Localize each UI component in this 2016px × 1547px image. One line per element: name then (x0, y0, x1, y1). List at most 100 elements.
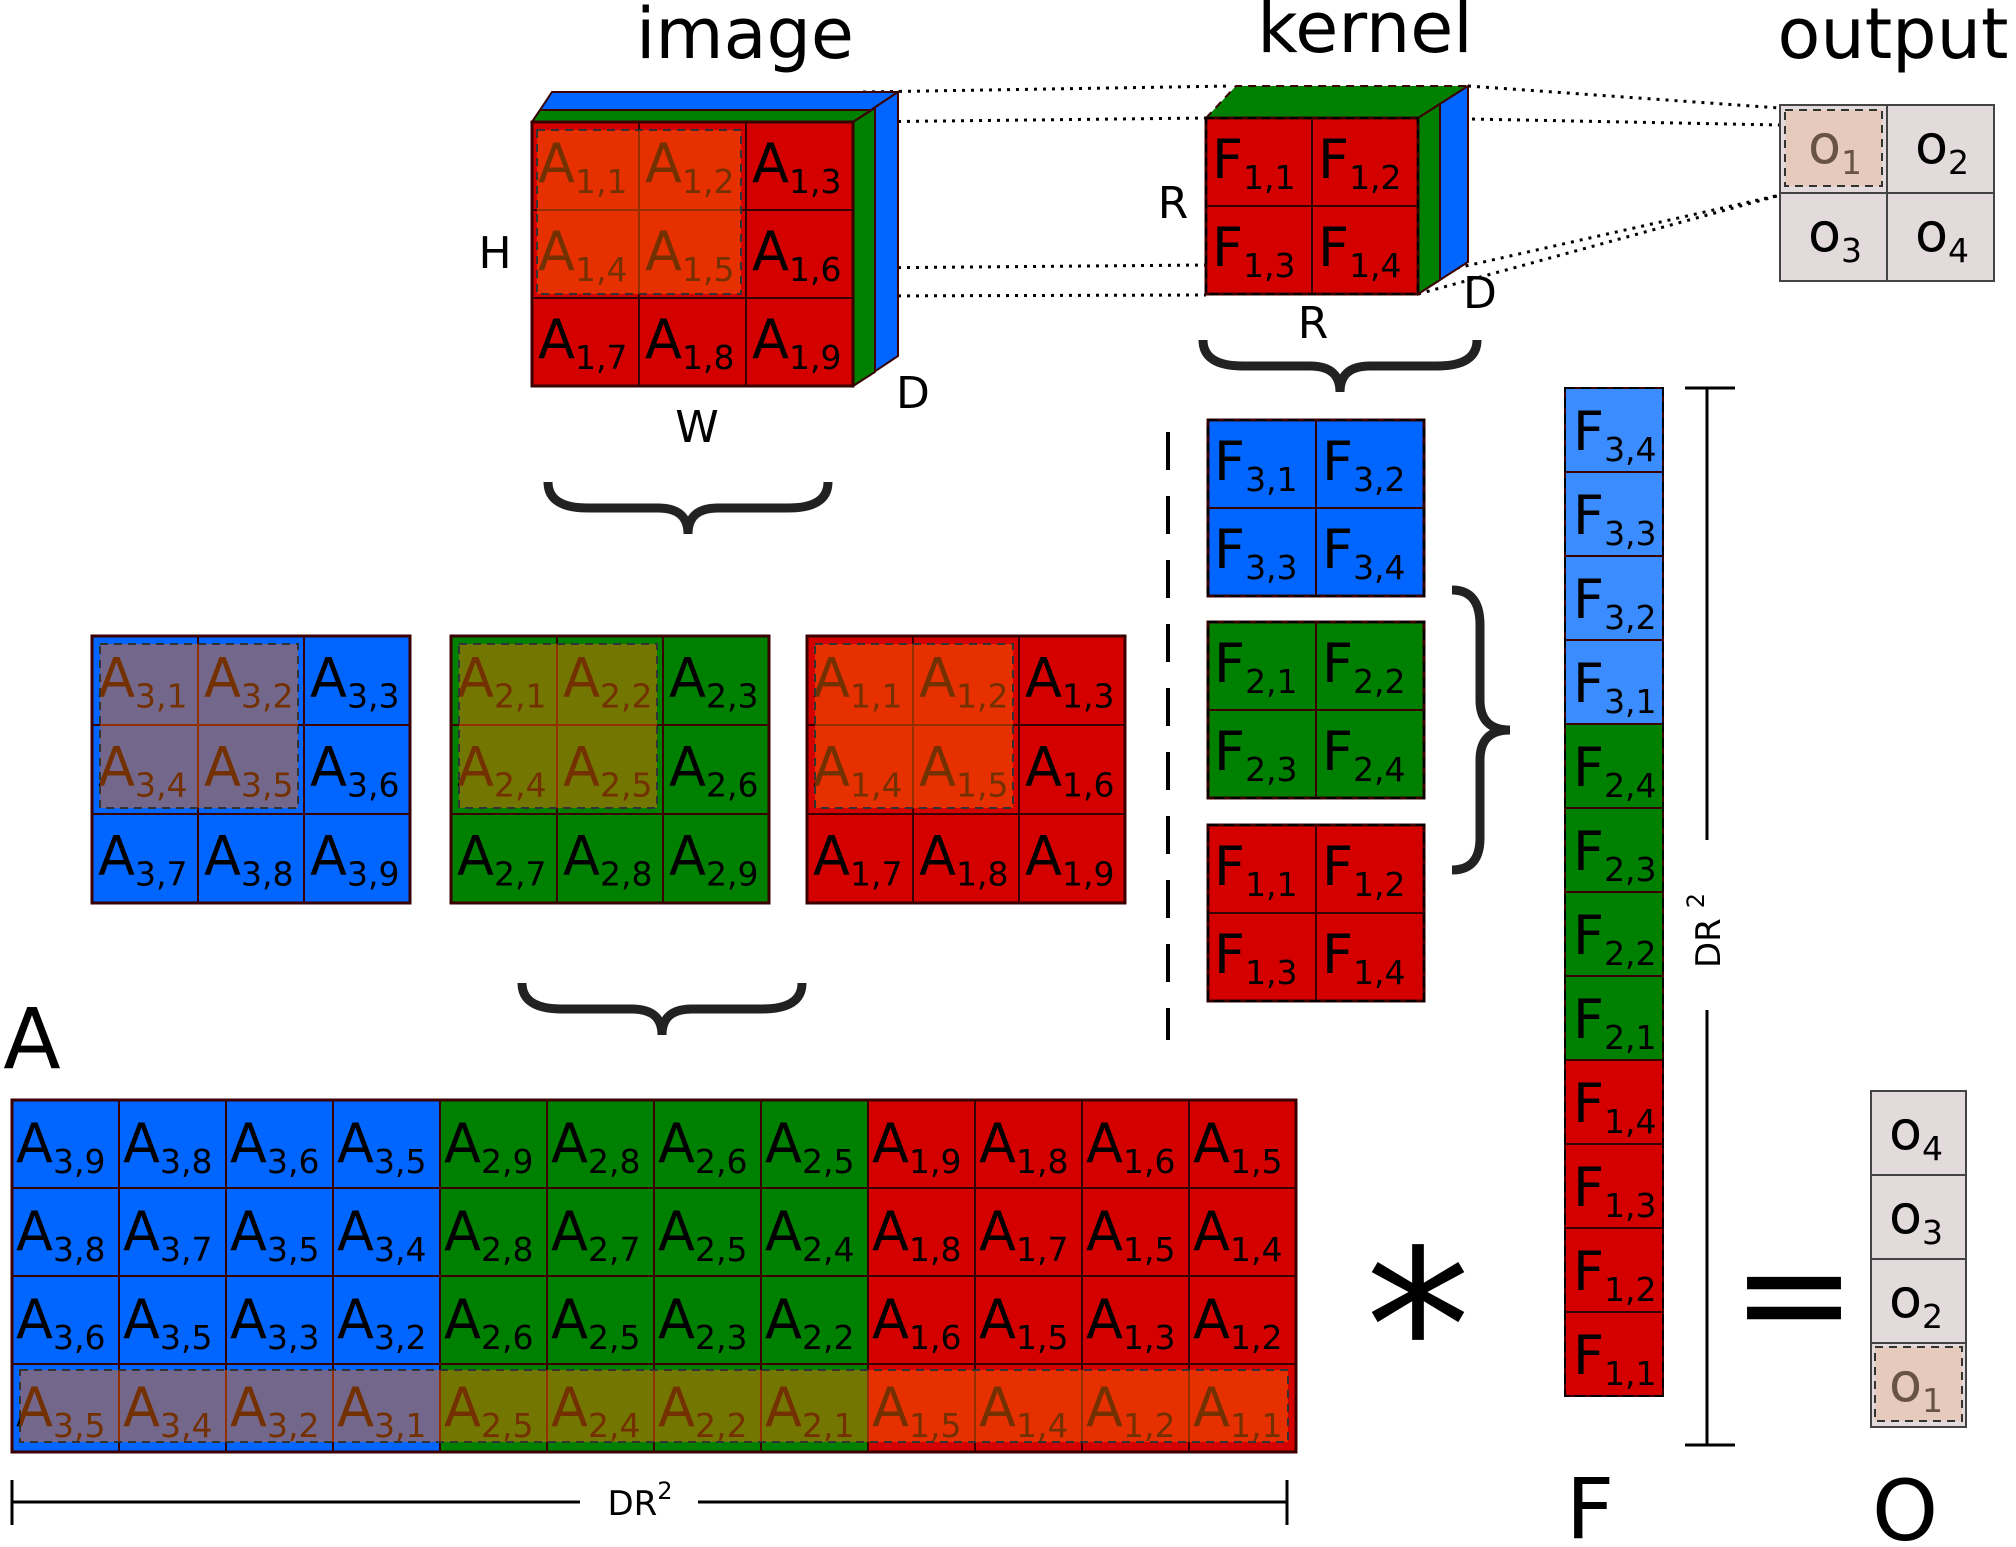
matrix-a-frame (10, 1098, 1298, 1454)
matrix-a-cell (225, 1363, 334, 1453)
matrix-a-cell (546, 1363, 655, 1453)
kernel-channel-red-cell (1315, 824, 1425, 914)
vector-f-cell-label: F3,4 (1573, 400, 1657, 469)
kernel-channel-red-cell-label: F1,2 (1322, 835, 1406, 904)
image-channel-green-cell-label: A2,5 (563, 736, 652, 805)
image-label: image (636, 0, 854, 75)
matrix-a-cell-label: A3,5 (16, 1376, 105, 1445)
output-cell (1886, 192, 1995, 282)
vector-f-cell (1564, 807, 1664, 893)
connector-image-kernel-a (852, 116, 1207, 124)
image-channel-overlay-green (458, 643, 658, 809)
image-channel-red-cell (912, 724, 1020, 815)
matrix-a-cell (1081, 1187, 1190, 1277)
matrix-a-cell (118, 1363, 227, 1453)
vector-o-cell-label: o4 (1889, 1099, 1943, 1168)
width-label: W (675, 402, 719, 453)
image-channel-red: A1,1 A1,2 A1,3 A1,4 A1,5 A1,6 A1,7 A1,8 A1,9 (805, 634, 1127, 905)
matrix-a-cell-label: A2,8 (551, 1112, 640, 1181)
kernel-channels-brace (1451, 585, 1511, 875)
matrix-a-cell-label: A1,5 (979, 1288, 1068, 1357)
image-channel-green-cell (556, 635, 664, 726)
image-channel-green-cell-label: A2,6 (669, 736, 758, 805)
kernel-channel-green-cell-label: F2,1 (1214, 632, 1298, 701)
image-brace (543, 481, 833, 535)
image-cube-front-cell (638, 121, 747, 211)
matrix-a-cell (225, 1187, 334, 1277)
image-channel-blue: A3,1 A3,2 A3,3 A3,4 A3,5 A3,6 A3,7 A3,8 A3,9 (90, 634, 412, 905)
matrix-a-cell-label: A2,6 (658, 1112, 747, 1181)
image-cube-side-green (852, 106, 876, 388)
vector-f-cell (1564, 723, 1664, 809)
matrix-a-cell-label: A2,2 (765, 1288, 854, 1357)
image-cube-front-cell (638, 297, 747, 387)
matrix-a-cell-label: A1,4 (1193, 1200, 1282, 1269)
matrix-a-cell (439, 1099, 548, 1189)
image-cube-front-cell-label: A1,7 (538, 308, 627, 377)
image-cube-front-cell-label: A1,2 (645, 132, 734, 201)
image-channel-blue-cell (197, 635, 305, 726)
kernel-channel-red-cell-label: F1,3 (1214, 923, 1298, 992)
kernel-cube-front-cell (1205, 117, 1313, 207)
vector-o-highlight (1874, 1346, 1963, 1422)
matrix-a-cell-label: A3,3 (230, 1288, 319, 1357)
image-cube-front-cell-label: A1,6 (752, 220, 841, 289)
image-channel-blue-cell (303, 813, 411, 904)
kernel-channel-blue: F3,1 F3,2 F3,3 F3,4 (1206, 418, 1426, 598)
matrix-a-cell-label: A3,9 (16, 1112, 105, 1181)
matrix-a-cell-label: A2,5 (658, 1200, 747, 1269)
diagram-shapes: A1,1 A1,2 A1,3A1,4 A1,5 A1,6A1,7 A1,8 A1,9 F1,1… (10, 84, 1995, 1526)
image-channel-red-cell-label: A1,8 (919, 825, 1008, 894)
vector-f-cell-label: F3,3 (1573, 484, 1657, 553)
kernel-channel-green-cell (1207, 709, 1317, 799)
diagram-labels: image kernel output H W D R R D A F O * … (3, 0, 2008, 1547)
kernel-cube-front-cell-label: F1,1 (1212, 128, 1296, 197)
kernel-channel-blue-cell-label: F3,2 (1322, 430, 1406, 499)
matrix-a-cell-label: A1,5 (1086, 1200, 1175, 1269)
image-channel-blue-frame (90, 634, 412, 905)
kernel-channel-red-cell-label: F1,1 (1214, 835, 1298, 904)
kernel-cube-front: F1,1 F1,2 F1,3 F1,4 (1204, 116, 1420, 296)
image-channel-blue-cell (91, 724, 199, 815)
matrix-a-cell-label: A2,7 (551, 1200, 640, 1269)
matrix-a-cell-label: A2,5 (444, 1376, 533, 1445)
image-channel-red-cell (1018, 813, 1126, 904)
matrix-a-cell-label: A3,2 (230, 1376, 319, 1445)
image-channel-red-cell-label: A1,3 (1025, 647, 1114, 716)
kernel-channel-red-cell-label: F1,4 (1322, 923, 1406, 992)
image-channel-green-cell-label: A2,3 (669, 647, 758, 716)
image-channel-green-cell (556, 813, 664, 904)
matrix-a-cell (653, 1275, 762, 1365)
image-channel-green-cell-label: A2,9 (669, 825, 758, 894)
kernel-brace (1198, 339, 1482, 393)
matrix-a-cell-label: A1,3 (1086, 1288, 1175, 1357)
image-channel-blue-cell-label: A3,1 (98, 647, 187, 716)
matrix-a-cell-label: A3,6 (16, 1288, 105, 1357)
image-channel-blue-cell-label: A3,5 (204, 736, 293, 805)
matrix-a-cell (332, 1099, 441, 1189)
kernel-depth-label: D (1463, 268, 1497, 319)
vector-o-cell-label: o3 (1889, 1183, 1943, 1252)
kernel-cube-top (1203, 85, 1472, 119)
matrix-a-cell (1081, 1363, 1190, 1453)
image-cube-front-cell (745, 297, 854, 387)
image-channel-blue-cell (91, 813, 199, 904)
connector-kernel-output-c (1447, 193, 1781, 272)
matrix-a-cell-label: A1,8 (979, 1112, 1068, 1181)
output-cell-label: o3 (1808, 201, 1862, 270)
kernel-cube-front-cell-label: F1,3 (1212, 216, 1296, 285)
image-cube-front-frame (530, 120, 855, 388)
kernel-cube-front-cell (1311, 117, 1419, 207)
vector-f-dashed-outline (1564, 387, 1664, 1397)
image-channel-red-cell (806, 813, 914, 904)
vector-f-cell-label: F1,1 (1573, 1324, 1657, 1393)
kernel-cube-side-green (1417, 102, 1441, 296)
vector-o-cell (1870, 1342, 1967, 1428)
image-channel-green-cell-label: A2,1 (457, 647, 546, 716)
image-channel-red-cell-label: A1,7 (813, 825, 902, 894)
kernel-channel-green: F2,1 F2,2 F2,3 F2,4 (1206, 620, 1426, 800)
equals-symbol: = (1731, 1207, 1857, 1381)
image-channel-red-cell (806, 724, 914, 815)
matrix-a-cell-label: A1,5 (1193, 1112, 1282, 1181)
matrix-a-cell (653, 1363, 762, 1453)
